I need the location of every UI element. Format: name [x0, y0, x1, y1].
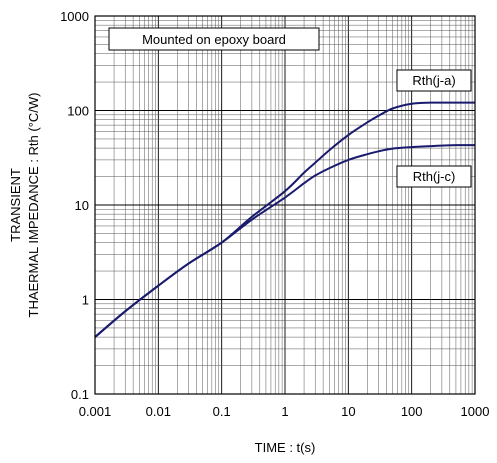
- x-tick-label: 10: [341, 404, 355, 419]
- x-tick-label: 1: [281, 404, 288, 419]
- tick-labels: 0.001 0.01 0.1 1 10 100 1000 0.1 1 10 100 1000: [60, 9, 489, 419]
- x-tick-label: 0.001: [79, 404, 112, 419]
- x-axis-title: TIME : t(s): [255, 440, 316, 455]
- curves: [94, 101, 476, 338]
- series-label-box-rth-ja: [396, 69, 472, 92]
- grid: [94, 16, 475, 395]
- y-tick-label: 1: [82, 293, 89, 308]
- plot-frame: [94, 15, 476, 395]
- series-line-rth-jc: [94, 144, 476, 338]
- y-axis-title-line2: THAERMAL IMPEDANCE : Rth (°C/W): [26, 92, 41, 317]
- y-axis-title-line1: TRANSIENT: [8, 168, 23, 242]
- x-tick-label: 1000: [461, 404, 490, 419]
- x-tick-label: 100: [401, 404, 423, 419]
- y-tick-label: 10: [75, 198, 89, 213]
- x-tick-label: 0.01: [146, 404, 171, 419]
- y-tick-label: 1000: [60, 9, 89, 24]
- series-label-rth-jc: Rth(j-c): [413, 169, 456, 184]
- annotation-box: [108, 27, 320, 51]
- y-tick-label: 0.1: [71, 387, 89, 402]
- annotation-text: Mounted on epoxy board: [142, 32, 286, 47]
- series-label-box-rth-jc: [396, 165, 472, 188]
- x-tick-label: 0.1: [213, 404, 231, 419]
- series-label-rth-ja: Rth(j-a): [412, 73, 455, 88]
- y-tick-label: 100: [67, 104, 89, 119]
